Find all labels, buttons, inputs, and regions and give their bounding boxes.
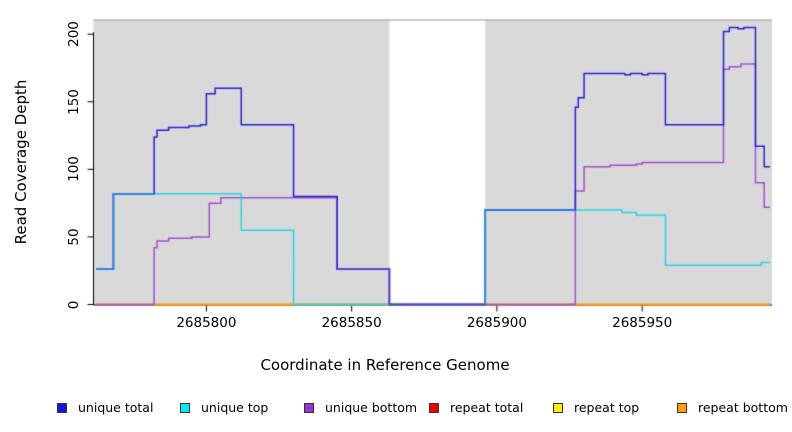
legend-marker	[553, 403, 563, 413]
y-axis-title: Read Coverage Depth	[12, 79, 30, 245]
legend-item-unique-total: unique total	[57, 400, 153, 416]
legend-label: repeat bottom	[698, 400, 788, 415]
y-tick-label: 200	[66, 21, 82, 48]
y-tick-label: 0	[66, 300, 82, 309]
legend-marker	[304, 403, 314, 413]
legend-label: unique bottom	[325, 400, 418, 415]
legend-marker	[677, 403, 687, 413]
legend-item-repeat-top: repeat top	[553, 400, 639, 416]
legend-item-unique-bottom: unique bottom	[304, 400, 417, 416]
legend-label: unique total	[78, 400, 154, 415]
legend-item-repeat-total: repeat total	[429, 400, 523, 416]
y-tick-label: 50	[66, 228, 82, 246]
legend-marker	[429, 403, 439, 413]
legend-label: repeat top	[574, 400, 640, 415]
legend-item-unique-top: unique top	[180, 400, 268, 416]
legend-marker	[57, 403, 67, 413]
x-tick-label: 2685850	[321, 315, 382, 331]
legend-label: repeat total	[450, 400, 524, 415]
x-tick-label: 2685800	[176, 315, 237, 331]
y-tick-label: 100	[66, 156, 82, 183]
legend-label: unique top	[201, 400, 269, 415]
legend-item-repeat-bottom: repeat bottom	[677, 400, 788, 416]
x-axis-title: Coordinate in Reference Genome	[260, 356, 510, 374]
y-tick-label: 150	[66, 88, 82, 115]
x-tick-label: 2685900	[466, 315, 527, 331]
legend-marker	[180, 403, 190, 413]
x-tick-label: 2685950	[612, 315, 673, 331]
